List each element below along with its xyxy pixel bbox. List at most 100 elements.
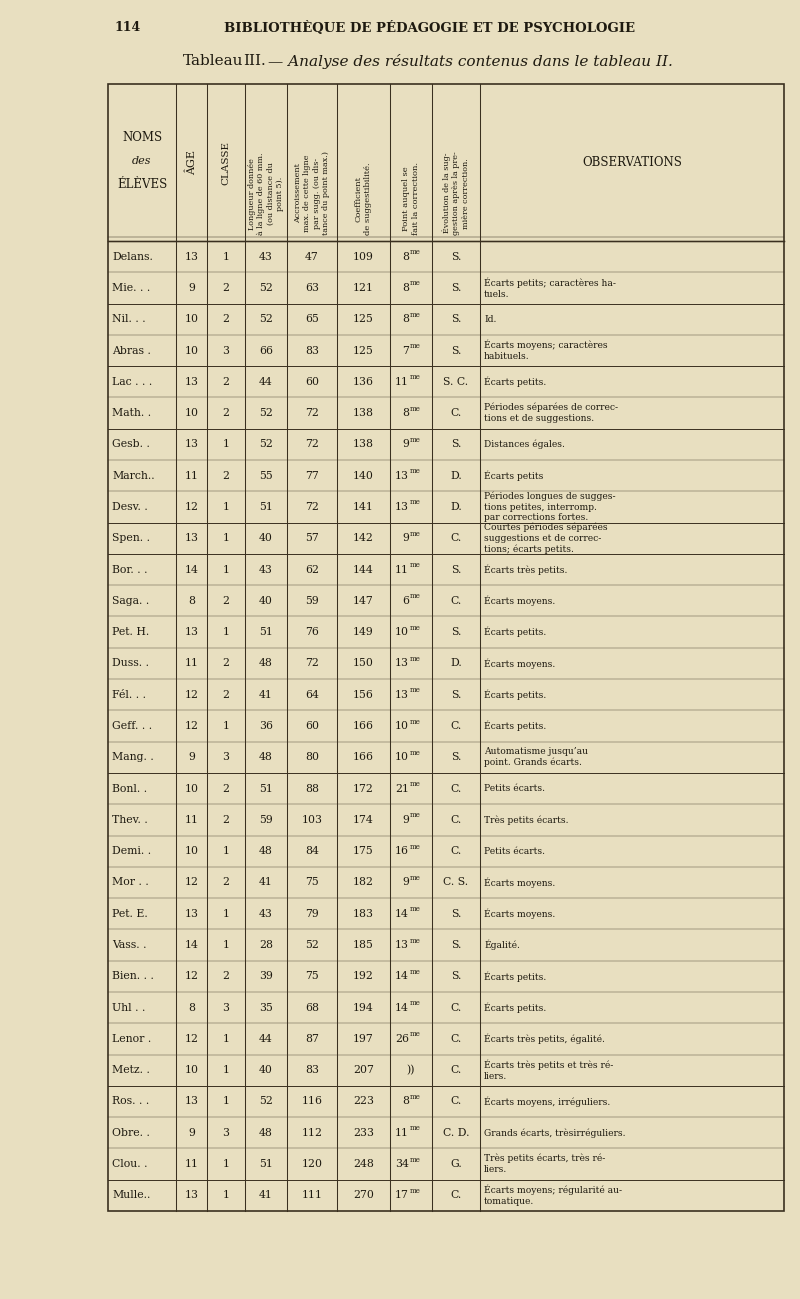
Text: 121: 121 bbox=[353, 283, 374, 294]
Text: des: des bbox=[132, 156, 152, 165]
Text: 142: 142 bbox=[353, 534, 374, 543]
Text: 52: 52 bbox=[259, 439, 273, 449]
Text: ÂGE: ÂGE bbox=[186, 149, 197, 175]
Text: S.: S. bbox=[451, 314, 461, 325]
Text: 75: 75 bbox=[305, 972, 319, 981]
Text: 270: 270 bbox=[353, 1190, 374, 1200]
Text: 51: 51 bbox=[259, 783, 273, 794]
Text: 13: 13 bbox=[185, 1096, 198, 1107]
Text: 88: 88 bbox=[305, 783, 319, 794]
Text: 1: 1 bbox=[222, 439, 230, 449]
Text: 21: 21 bbox=[395, 783, 409, 794]
Text: 39: 39 bbox=[259, 972, 273, 981]
Text: 2: 2 bbox=[222, 690, 230, 700]
Text: Desv. .: Desv. . bbox=[112, 501, 148, 512]
Text: Très petits écarts.: Très petits écarts. bbox=[484, 814, 569, 825]
Text: 36: 36 bbox=[259, 721, 273, 731]
Text: Écarts moyens.: Écarts moyens. bbox=[484, 595, 555, 607]
Text: 11: 11 bbox=[395, 565, 409, 574]
Text: Fél. . .: Fél. . . bbox=[112, 690, 146, 700]
Text: 141: 141 bbox=[353, 501, 374, 512]
Text: 34: 34 bbox=[395, 1159, 409, 1169]
Text: 2: 2 bbox=[222, 877, 230, 887]
Text: 17: 17 bbox=[395, 1190, 409, 1200]
Text: C.: C. bbox=[450, 783, 462, 794]
Text: 1: 1 bbox=[222, 1034, 230, 1044]
Text: Écarts moyens.: Écarts moyens. bbox=[484, 908, 555, 918]
Text: Écarts très petits.: Écarts très petits. bbox=[484, 564, 567, 574]
Text: me: me bbox=[410, 1030, 421, 1038]
Text: S.: S. bbox=[451, 439, 461, 449]
Text: 144: 144 bbox=[353, 565, 374, 574]
Text: Petits écarts.: Petits écarts. bbox=[484, 785, 545, 794]
Text: 9: 9 bbox=[188, 752, 195, 763]
Text: 10: 10 bbox=[395, 627, 409, 637]
Text: 8: 8 bbox=[402, 408, 409, 418]
Text: me: me bbox=[410, 812, 421, 820]
Text: 14: 14 bbox=[395, 1003, 409, 1013]
Text: me: me bbox=[410, 686, 421, 694]
Text: 72: 72 bbox=[305, 501, 319, 512]
Text: 10: 10 bbox=[185, 346, 198, 356]
Text: 41: 41 bbox=[259, 877, 273, 887]
Text: Écarts petits.: Écarts petits. bbox=[484, 377, 546, 387]
Text: S.: S. bbox=[451, 909, 461, 918]
Text: 11: 11 bbox=[185, 1159, 198, 1169]
Text: 43: 43 bbox=[259, 909, 273, 918]
Text: Évolution de la sug-
gestion après la pre-
mière correction.: Évolution de la sug- gestion après la pr… bbox=[442, 151, 470, 235]
Text: 3: 3 bbox=[222, 1128, 230, 1138]
Text: C.: C. bbox=[450, 814, 462, 825]
Text: 52: 52 bbox=[259, 1096, 273, 1107]
Text: 223: 223 bbox=[353, 1096, 374, 1107]
Text: 192: 192 bbox=[353, 972, 374, 981]
Text: 2: 2 bbox=[222, 814, 230, 825]
Text: 1: 1 bbox=[222, 721, 230, 731]
Text: 1: 1 bbox=[222, 1065, 230, 1076]
Text: Math. .: Math. . bbox=[112, 408, 151, 418]
Text: 248: 248 bbox=[353, 1159, 374, 1169]
Text: me: me bbox=[410, 937, 421, 944]
Text: 40: 40 bbox=[259, 534, 273, 543]
Text: me: me bbox=[410, 999, 421, 1007]
Text: 84: 84 bbox=[305, 846, 319, 856]
Text: Écarts moyens.: Écarts moyens. bbox=[484, 659, 555, 669]
Text: 111: 111 bbox=[302, 1190, 322, 1200]
Text: 77: 77 bbox=[305, 470, 319, 481]
Text: S.: S. bbox=[451, 283, 461, 294]
Text: me: me bbox=[410, 1092, 421, 1102]
Text: 57: 57 bbox=[305, 534, 319, 543]
Text: 13: 13 bbox=[185, 534, 198, 543]
Text: Mulle..: Mulle.. bbox=[112, 1190, 150, 1200]
Text: me: me bbox=[410, 624, 421, 631]
Text: me: me bbox=[410, 248, 421, 256]
Text: 166: 166 bbox=[353, 752, 374, 763]
Text: 9: 9 bbox=[402, 534, 409, 543]
Text: me: me bbox=[410, 843, 421, 851]
Text: Mang. .: Mang. . bbox=[112, 752, 154, 763]
Text: Écarts petits: Écarts petits bbox=[484, 470, 543, 481]
Text: Obre. .: Obre. . bbox=[112, 1128, 150, 1138]
Text: me: me bbox=[410, 499, 421, 507]
Text: me: me bbox=[410, 874, 421, 882]
Text: Pet. E.: Pet. E. bbox=[112, 909, 148, 918]
Text: OBSERVATIONS: OBSERVATIONS bbox=[582, 156, 682, 169]
Text: Écarts très petits et très ré-
liers.: Écarts très petits et très ré- liers. bbox=[484, 1060, 614, 1081]
Text: CLASSE: CLASSE bbox=[222, 140, 230, 184]
Text: C.: C. bbox=[450, 1096, 462, 1107]
Text: 9: 9 bbox=[188, 283, 195, 294]
Text: 48: 48 bbox=[259, 846, 273, 856]
Text: Lenor .: Lenor . bbox=[112, 1034, 151, 1044]
Text: C.: C. bbox=[450, 1190, 462, 1200]
Text: Metz. .: Metz. . bbox=[112, 1065, 150, 1076]
Text: 182: 182 bbox=[353, 877, 374, 887]
Text: 40: 40 bbox=[259, 596, 273, 605]
Text: 48: 48 bbox=[259, 659, 273, 669]
Text: Longueur donnée
à la ligne de 60 mm.
(ou distance du
point 5).: Longueur donnée à la ligne de 60 mm. (ou… bbox=[248, 152, 284, 235]
Text: 9: 9 bbox=[402, 439, 409, 449]
Text: Ros. . .: Ros. . . bbox=[112, 1096, 150, 1107]
Text: 172: 172 bbox=[353, 783, 374, 794]
Text: 55: 55 bbox=[259, 470, 273, 481]
Text: 60: 60 bbox=[305, 721, 319, 731]
Text: Demi. .: Demi. . bbox=[112, 846, 151, 856]
Text: 156: 156 bbox=[353, 690, 374, 700]
